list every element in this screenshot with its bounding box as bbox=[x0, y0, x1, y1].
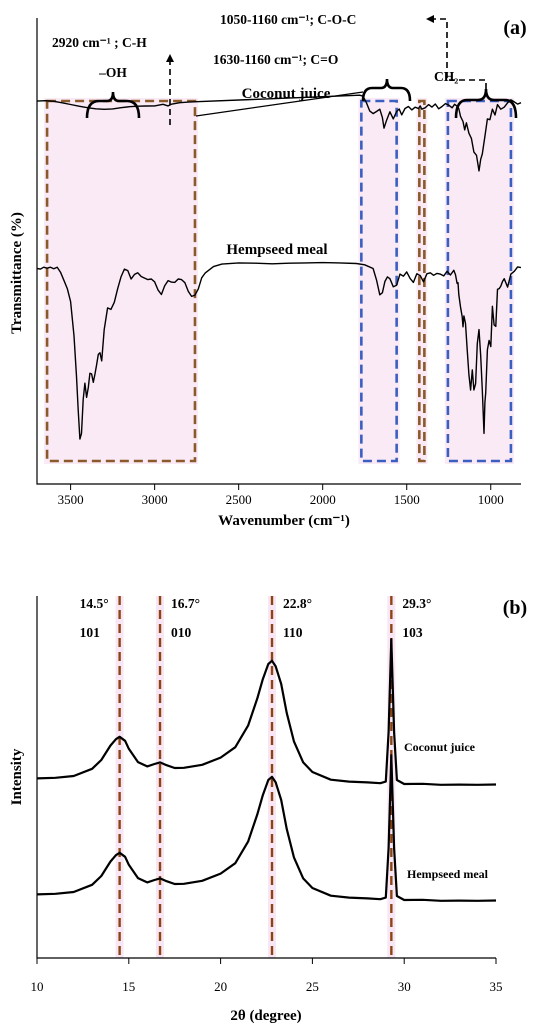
band-shade-2 bbox=[416, 98, 428, 464]
xrd-y-axis-label: Intensity bbox=[9, 748, 25, 805]
annotation-ch-stretch: 2920 cm⁻¹ ; C-H bbox=[52, 35, 147, 50]
peak-plane-label-0: 101 bbox=[80, 625, 101, 640]
peak-angle-label-3: 29.3° bbox=[402, 596, 431, 611]
co-leader-line bbox=[195, 91, 364, 117]
annotation-coc: 1050-1160 cm⁻¹; C-O-C bbox=[220, 12, 356, 27]
ftir-y-axis-label: Transmittance (%) bbox=[9, 212, 25, 334]
peak-shade-1 bbox=[156, 596, 165, 958]
peak-plane-label-1: 010 bbox=[171, 625, 192, 640]
ftir-tick-label-3500: 3500 bbox=[58, 492, 84, 507]
ftir-line-coconut bbox=[36, 94, 522, 172]
xrd-line-hempseed bbox=[36, 754, 497, 902]
ftir-axes bbox=[36, 18, 521, 485]
peak-angle-label-0: 14.5° bbox=[80, 596, 109, 611]
oh-brace bbox=[85, 91, 141, 119]
co-brace bbox=[361, 78, 412, 102]
ftir-tick-label-1000: 1000 bbox=[478, 492, 504, 507]
panel-b-label: (b) bbox=[503, 597, 527, 619]
peak-shade-0 bbox=[115, 596, 124, 958]
xrd-tick-label-20: 20 bbox=[214, 979, 227, 994]
annotation-oh: –OH bbox=[98, 65, 127, 80]
ftir-line-hempseed bbox=[36, 261, 522, 440]
band-box-1 bbox=[360, 99, 398, 463]
peak-angle-label-2: 22.8° bbox=[283, 596, 312, 611]
ftir-tick-label-3000: 3000 bbox=[142, 492, 168, 507]
ftir-x-ticks: 3500 3000 2500 2000 1500 1000 bbox=[58, 484, 504, 507]
ftir-tick-label-2000: 2000 bbox=[310, 492, 336, 507]
ftir-panel: 3500 3000 2500 2000 1500 1000 (a) Transmittan… bbox=[9, 12, 527, 529]
xrd-tick-label-25: 25 bbox=[306, 979, 319, 994]
xrd-line-coconut bbox=[36, 638, 497, 786]
peak-labels: 14.5° 101 16.7° 010 22.8° 110 29.3° 103 bbox=[80, 596, 432, 640]
ftir-tick-label-1500: 1500 bbox=[394, 492, 420, 507]
xrd-tick-label-10: 10 bbox=[31, 979, 44, 994]
annotation-co: 1630-1160 cm⁻¹; C=O bbox=[213, 52, 338, 67]
peak-angle-label-1: 16.7° bbox=[171, 596, 200, 611]
ftir-spectra bbox=[36, 94, 522, 440]
coc-arrow bbox=[426, 15, 487, 89]
peak-plane-label-3: 103 bbox=[402, 625, 423, 640]
xrd-series-label-hempseed: Hempseed meal bbox=[407, 867, 489, 881]
band-shade-1 bbox=[358, 98, 400, 464]
ftir-series-label-coconut: Coconut juice bbox=[242, 86, 331, 102]
ftir-x-axis-label: Wavenumber (cm⁻¹) bbox=[218, 513, 350, 529]
annotation-ch2: CH₂ bbox=[434, 69, 458, 84]
xrd-x-ticks: 10 15 20 25 30 35 bbox=[31, 958, 503, 994]
xrd-axes bbox=[36, 596, 496, 959]
xrd-series-label-coconut: Coconut juice bbox=[404, 740, 476, 754]
xrd-x-axis-label: 2θ (degree) bbox=[230, 1008, 301, 1024]
ftir-series-label-hempseed: Hempseed meal bbox=[226, 242, 327, 258]
panel-a-label: (a) bbox=[503, 17, 526, 39]
xrd-tick-label-35: 35 bbox=[490, 979, 503, 994]
band-shade-0 bbox=[44, 98, 198, 464]
xrd-patterns bbox=[36, 638, 497, 902]
peak-highlight-bands bbox=[115, 596, 396, 958]
xrd-panel: 10 15 20 25 30 35 14.5° 101 16.7° 010 22.8° 110 29.… bbox=[9, 596, 527, 1024]
ftir-tick-label-2500: 2500 bbox=[226, 492, 252, 507]
peak-plane-label-2: 110 bbox=[283, 625, 303, 640]
xrd-tick-label-30: 30 bbox=[398, 979, 411, 994]
xrd-tick-label-15: 15 bbox=[122, 979, 135, 994]
highlight-bands bbox=[44, 98, 514, 464]
